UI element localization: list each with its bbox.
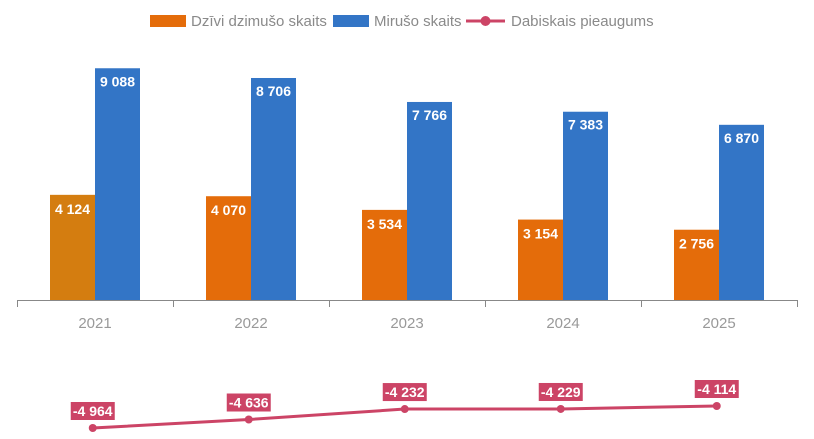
bar-births[interactable] — [674, 229, 719, 300]
bar-label-deaths: 6 870 — [724, 130, 759, 146]
line-plot: -4 964 -4 636 -4 232 -4 229 -4 114 — [70, 380, 739, 432]
bar-births[interactable] — [206, 196, 251, 300]
bar-label-births: 4 124 — [55, 201, 90, 217]
legend: Dzīvi dzimušo skaits Mirušo skaits Dabis… — [150, 13, 654, 30]
bar-deaths[interactable] — [719, 124, 764, 300]
legend-item-births[interactable]: Dzīvi dzimušo skaits — [150, 13, 327, 30]
line-label-box — [382, 383, 427, 402]
line-label: -4 114 — [697, 381, 736, 397]
bar-births[interactable] — [362, 209, 407, 300]
legend-label-deaths: Mirušo skaits — [374, 13, 462, 30]
line-point[interactable] — [88, 424, 97, 432]
bar-births[interactable] — [518, 219, 563, 300]
bar-deaths[interactable] — [563, 111, 608, 301]
legend-swatch-deaths — [333, 15, 369, 27]
bar-label-deaths: 8 706 — [256, 83, 291, 99]
x-axis: 2021 2022 2023 2024 2025 — [17, 300, 798, 332]
bar-deaths[interactable] — [95, 68, 140, 300]
line-point[interactable] — [712, 402, 721, 410]
bar-deaths[interactable] — [407, 101, 452, 300]
line-label-box — [70, 402, 115, 420]
bar-label-deaths: 7 766 — [412, 107, 447, 123]
x-tick-label: 2025 — [702, 315, 735, 332]
line-label-box — [226, 393, 271, 412]
bar-label-deaths: 7 383 — [568, 117, 603, 133]
line-label: -4 232 — [385, 384, 425, 400]
legend-swatch-births — [150, 15, 186, 27]
legend-item-deaths[interactable]: Mirušo skaits — [333, 13, 462, 30]
x-tick-label: 2022 — [234, 315, 267, 332]
line-label-box — [538, 382, 583, 401]
line-point[interactable] — [244, 415, 253, 424]
line-label-box — [694, 380, 739, 398]
bar-label-deaths: 9 088 — [100, 73, 135, 89]
bar-label-births: 3 534 — [367, 216, 402, 232]
x-tick-label: 2023 — [390, 315, 423, 332]
line-point[interactable] — [556, 404, 565, 413]
legend-label-births: Dzīvi dzimušo skaits — [191, 13, 327, 30]
x-tick-label: 2024 — [546, 315, 579, 332]
bar-label-births: 4 070 — [211, 202, 246, 218]
line-label: -4 964 — [73, 403, 113, 419]
bar-births[interactable] — [50, 194, 95, 300]
legend-item-natural-increase[interactable]: Dabiskais pieaugums — [466, 13, 654, 30]
legend-label-natural-increase: Dabiskais pieaugums — [511, 13, 654, 30]
bar-label-births: 2 756 — [679, 236, 714, 252]
x-tick-label: 2021 — [78, 315, 111, 332]
line-label: -4 229 — [541, 384, 581, 400]
line-label: -4 636 — [229, 395, 269, 411]
line-point[interactable] — [400, 405, 409, 414]
legend-swatch-marker — [480, 16, 491, 26]
bar-deaths[interactable] — [251, 77, 296, 300]
bar-plot: 4 124 4 070 3 534 3 154 2 756 9 088 8 706 7 766… — [50, 68, 764, 301]
bar-label-births: 3 154 — [523, 226, 558, 242]
